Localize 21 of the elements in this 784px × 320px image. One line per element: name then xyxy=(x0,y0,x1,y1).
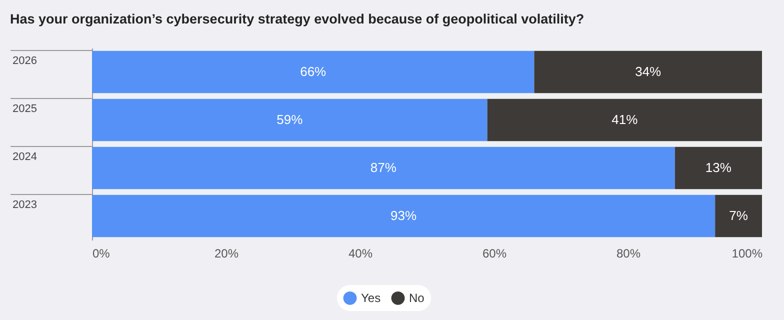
x-tick-label: 20% xyxy=(214,246,239,260)
legend-label: Yes xyxy=(361,291,381,306)
data-label: 87% xyxy=(370,160,397,175)
data-label: 93% xyxy=(390,208,417,223)
legend-label: No xyxy=(409,291,425,306)
data-label: 13% xyxy=(705,160,732,175)
x-tick-label: 80% xyxy=(616,246,641,260)
x-tick-label: 40% xyxy=(348,246,373,260)
x-tick-label: 0% xyxy=(92,246,110,260)
data-label: 59% xyxy=(276,112,304,127)
y-tick-label: 2026 xyxy=(12,55,37,67)
y-tick-label: 2023 xyxy=(12,199,37,211)
x-tick-label: 100% xyxy=(732,246,763,260)
data-label: 66% xyxy=(300,64,327,79)
data-label: 34% xyxy=(635,64,662,79)
data-label: 7% xyxy=(729,208,748,223)
data-label: 41% xyxy=(612,112,638,127)
y-tick-label: 2025 xyxy=(12,103,37,115)
x-tick-label: 60% xyxy=(482,246,507,260)
chart-title: Has your organization’s cybersecurity strategy evolved because of geopolitical volatility? xyxy=(10,12,584,26)
y-tick-label: 2024 xyxy=(12,151,37,163)
